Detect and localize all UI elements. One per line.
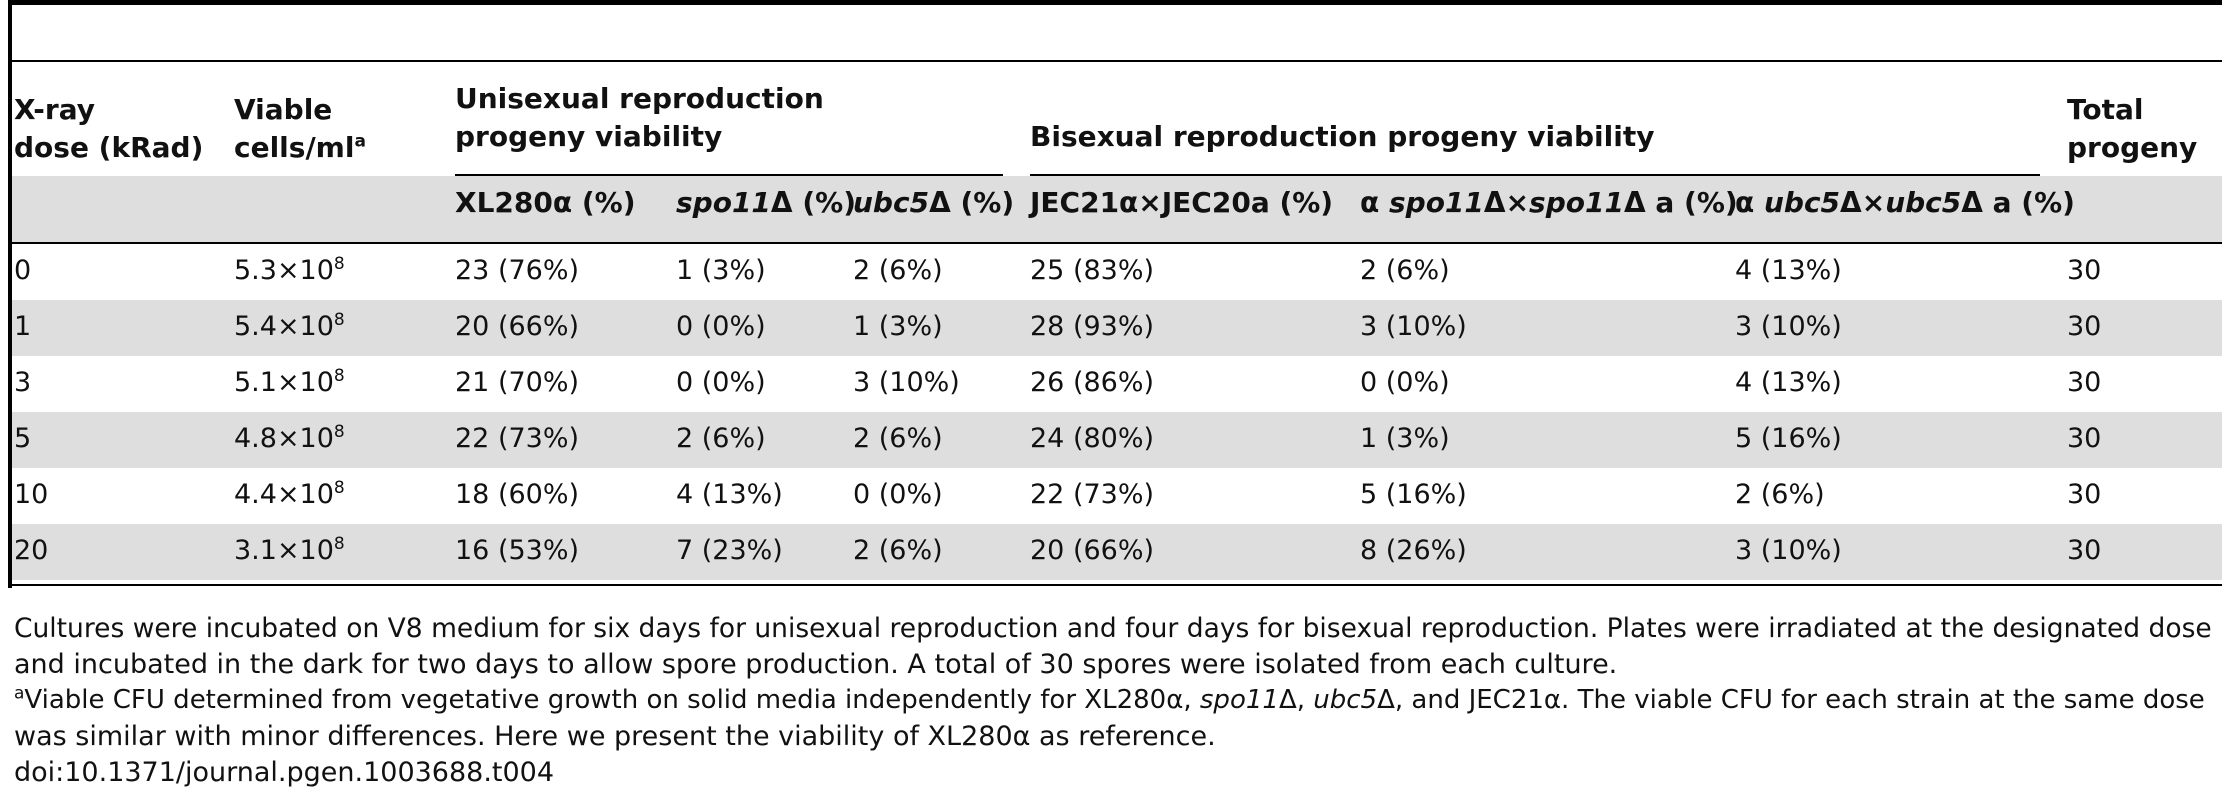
cell-ubc-cross: 3 (10%)	[1735, 535, 1842, 566]
cell-dose: 1	[14, 311, 32, 342]
cell-spo11: 1 (3%)	[676, 255, 766, 286]
cell-total: 30	[2067, 367, 2102, 398]
subheader-xl280: XL280α (%)	[455, 186, 636, 219]
subheader-ubc5: ubc5Δ (%)	[853, 186, 1015, 219]
subheader-band	[12, 176, 2222, 242]
cell-spo11: 0 (0%)	[676, 311, 766, 342]
cell-xl280: 22 (73%)	[455, 423, 580, 454]
cell-spo-cross: 2 (6%)	[1360, 255, 1450, 286]
cell-viable: 5.1×108	[234, 366, 345, 398]
cell-ubc5: 2 (6%)	[853, 535, 943, 566]
cell-spo-cross: 8 (26%)	[1360, 535, 1467, 566]
left-border	[8, 0, 12, 588]
subheader-ubc5-cross: α ubc5Δ×ubc5Δ a (%)	[1735, 186, 2075, 219]
cell-total: 30	[2067, 479, 2102, 510]
cell-jec: 26 (86%)	[1030, 367, 1155, 398]
unisexual-group-rule	[455, 174, 1003, 176]
header-bisexual: Bisexual reproduction progeny viability	[1030, 120, 1655, 153]
cell-ubc-cross: 4 (13%)	[1735, 255, 1842, 286]
top-rule	[8, 0, 2222, 5]
header-top-rule	[8, 60, 2222, 62]
cell-ubc-cross: 2 (6%)	[1735, 479, 1825, 510]
cell-spo11: 0 (0%)	[676, 367, 766, 398]
cell-ubc5: 2 (6%)	[853, 423, 943, 454]
cell-viable: 5.4×108	[234, 310, 345, 342]
row-band	[12, 524, 2222, 580]
cell-jec: 25 (83%)	[1030, 255, 1155, 286]
cell-ubc-cross: 5 (16%)	[1735, 423, 1842, 454]
cell-dose: 20	[14, 535, 49, 566]
cell-viable: 4.8×108	[234, 422, 345, 454]
bisexual-group-rule	[1030, 174, 2040, 176]
cell-ubc5: 2 (6%)	[853, 255, 943, 286]
header-bottom-rule	[8, 242, 2222, 244]
header-unisexual: Unisexual reproduction progeny viability	[455, 82, 824, 153]
subheader-spo11-cross: α spo11Δ×spo11Δ a (%)	[1360, 186, 1738, 219]
footnote-general-line2: and incubated in the dark for two days t…	[14, 649, 1618, 680]
row-band	[12, 300, 2222, 356]
cell-spo11: 7 (23%)	[676, 535, 783, 566]
header-viable: Viable cells/mla	[234, 93, 366, 164]
cell-xl280: 23 (76%)	[455, 255, 580, 286]
cell-total: 30	[2067, 423, 2102, 454]
footnote-a-line1: aViable CFU determined from vegetative g…	[14, 683, 2205, 715]
cell-spo-cross: 5 (16%)	[1360, 479, 1467, 510]
cell-jec: 24 (80%)	[1030, 423, 1155, 454]
row-band	[12, 412, 2222, 468]
cell-spo11: 4 (13%)	[676, 479, 783, 510]
header-total: Total progeny	[2067, 93, 2198, 164]
cell-xl280: 16 (53%)	[455, 535, 580, 566]
cell-viable: 5.3×108	[234, 254, 345, 286]
cell-dose: 10	[14, 479, 49, 510]
header-dose: X-ray dose (kRad)	[14, 93, 204, 164]
cell-dose: 5	[14, 423, 32, 454]
cell-spo11: 2 (6%)	[676, 423, 766, 454]
cell-xl280: 20 (66%)	[455, 311, 580, 342]
cell-ubc5: 1 (3%)	[853, 311, 943, 342]
cell-ubc-cross: 4 (13%)	[1735, 367, 1842, 398]
cell-ubc5: 3 (10%)	[853, 367, 960, 398]
subheader-jec-cross: JEC21α×JEC20a (%)	[1030, 186, 1334, 219]
cell-xl280: 18 (60%)	[455, 479, 580, 510]
footnote-general-line1: Cultures were incubated on V8 medium for…	[14, 613, 2212, 644]
cell-ubc5: 0 (0%)	[853, 479, 943, 510]
cell-spo-cross: 0 (0%)	[1360, 367, 1450, 398]
cell-viable: 3.1×108	[234, 534, 345, 566]
footnote-a-line2: was similar with minor differences. Here…	[14, 721, 1216, 752]
table-bottom-rule	[8, 584, 2222, 586]
doi-link[interactable]: doi:10.1371/journal.pgen.1003688.t004	[14, 757, 555, 788]
cell-ubc-cross: 3 (10%)	[1735, 311, 1842, 342]
cell-total: 30	[2067, 535, 2102, 566]
cell-viable: 4.4×108	[234, 478, 345, 510]
subheader-spo11: spo11Δ (%)	[676, 186, 856, 219]
cell-dose: 3	[14, 367, 32, 398]
cell-jec: 28 (93%)	[1030, 311, 1155, 342]
cell-spo-cross: 1 (3%)	[1360, 423, 1450, 454]
cell-xl280: 21 (70%)	[455, 367, 580, 398]
cell-dose: 0	[14, 255, 32, 286]
cell-jec: 22 (73%)	[1030, 479, 1155, 510]
cell-jec: 20 (66%)	[1030, 535, 1155, 566]
cell-spo-cross: 3 (10%)	[1360, 311, 1467, 342]
cell-total: 30	[2067, 255, 2102, 286]
cell-total: 30	[2067, 311, 2102, 342]
